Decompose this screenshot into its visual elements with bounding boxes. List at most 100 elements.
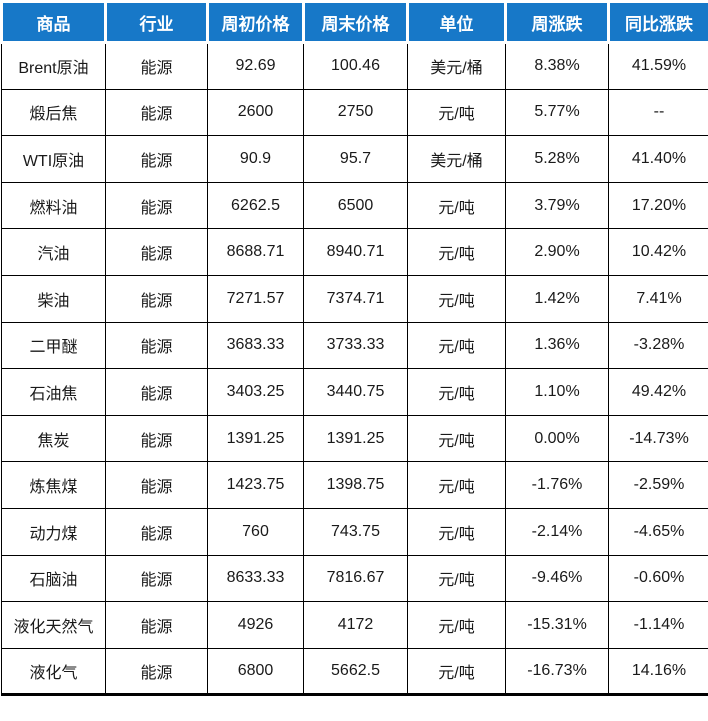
cell-industry: 能源: [105, 368, 208, 416]
cell-week_end_price: 4172: [303, 601, 408, 649]
cell-week_start_price: 92.69: [207, 42, 304, 90]
cell-industry: 能源: [105, 554, 208, 603]
cell-week_start_price: 1423.75: [207, 461, 304, 509]
cell-week_end_price: 7816.67: [303, 554, 408, 603]
cell-commodity: 炼焦煤: [1, 461, 106, 509]
cell-weekly_change: 1.10%: [505, 368, 609, 416]
table-row: WTI原油 能源 90.9 95.7 美元/桶 5.28% 41.40%: [1, 135, 708, 183]
cell-weekly_change: 3.79%: [505, 181, 609, 230]
cell-commodity: 焦炭: [1, 414, 106, 463]
cell-week_end_price: 3733.33: [303, 321, 408, 370]
cell-weekly_change: -16.73%: [505, 647, 609, 697]
column-header-yoy_change: 同比涨跌: [607, 0, 708, 44]
cell-week_end_price: 8940.71: [303, 228, 408, 276]
cell-unit: 元/吨: [407, 228, 506, 276]
cell-weekly_change: 5.28%: [505, 135, 609, 183]
cell-yoy_change: 14.16%: [608, 647, 708, 697]
cell-commodity: WTI原油: [1, 135, 106, 183]
cell-unit: 元/吨: [407, 601, 506, 649]
cell-commodity: 燃料油: [1, 181, 106, 230]
cell-week_end_price: 1398.75: [303, 461, 408, 509]
cell-industry: 能源: [105, 274, 208, 323]
column-header-week_end_price: 周末价格: [302, 0, 409, 44]
cell-yoy_change: 17.20%: [608, 181, 708, 230]
cell-weekly_change: 0.00%: [505, 414, 609, 463]
cell-yoy_change: -3.28%: [608, 321, 708, 370]
header-row: 商品 行业 周初价格 周末价格 单位 周涨跌 同比涨跌: [0, 0, 708, 44]
cell-commodity: 二甲醚: [1, 321, 106, 370]
cell-weekly_change: 1.36%: [505, 321, 609, 370]
table-row: 液化天然气 能源 4926 4172 元/吨 -15.31% -1.14%: [1, 601, 708, 649]
cell-week_end_price: 5662.5: [303, 647, 408, 697]
table-row: 汽油 能源 8688.71 8940.71 元/吨 2.90% 10.42%: [1, 228, 708, 276]
cell-week_end_price: 100.46: [303, 42, 408, 90]
cell-week_end_price: 7374.71: [303, 274, 408, 323]
cell-yoy_change: 10.42%: [608, 228, 708, 276]
cell-commodity: 汽油: [1, 228, 106, 276]
cell-week_start_price: 3403.25: [207, 368, 304, 416]
cell-commodity: 煅后焦: [1, 88, 106, 137]
cell-commodity: 动力煤: [1, 507, 106, 556]
table-row: 液化气 能源 6800 5662.5 元/吨 -16.73% 14.16%: [1, 647, 708, 697]
cell-industry: 能源: [105, 181, 208, 230]
cell-commodity: 液化气: [1, 647, 106, 697]
cell-weekly_change: -15.31%: [505, 601, 609, 649]
cell-unit: 元/吨: [407, 321, 506, 370]
cell-week_end_price: 743.75: [303, 507, 408, 556]
cell-yoy_change: 41.40%: [608, 135, 708, 183]
cell-week_end_price: 6500: [303, 181, 408, 230]
cell-industry: 能源: [105, 601, 208, 649]
cell-weekly_change: -1.76%: [505, 461, 609, 509]
table-row: 动力煤 能源 760 743.75 元/吨 -2.14% -4.65%: [1, 507, 708, 556]
price-table: 商品 行业 周初价格 周末价格 单位 周涨跌 同比涨跌 Brent原油 能源 92.69 100.…: [0, 0, 708, 697]
cell-yoy_change: -14.73%: [608, 414, 708, 463]
cell-weekly_change: 5.77%: [505, 88, 609, 137]
cell-yoy_change: -0.60%: [608, 554, 708, 603]
table-row: Brent原油 能源 92.69 100.46 美元/桶 8.38% 41.59%: [1, 42, 708, 90]
cell-yoy_change: -4.65%: [608, 507, 708, 556]
cell-week_start_price: 6262.5: [207, 181, 304, 230]
table-row: 二甲醚 能源 3683.33 3733.33 元/吨 1.36% -3.28%: [1, 321, 708, 370]
cell-week_start_price: 8688.71: [207, 228, 304, 276]
cell-week_start_price: 3683.33: [207, 321, 304, 370]
cell-industry: 能源: [105, 507, 208, 556]
cell-week_start_price: 760: [207, 507, 304, 556]
cell-weekly_change: 8.38%: [505, 42, 609, 90]
table-row: 石脑油 能源 8633.33 7816.67 元/吨 -9.46% -0.60%: [1, 554, 708, 603]
cell-unit: 元/吨: [407, 507, 506, 556]
table-row: 焦炭 能源 1391.25 1391.25 元/吨 0.00% -14.73%: [1, 414, 708, 463]
cell-week_start_price: 4926: [207, 601, 304, 649]
table-body: Brent原油 能源 92.69 100.46 美元/桶 8.38% 41.59% 煅后焦 能源…: [1, 42, 708, 697]
cell-industry: 能源: [105, 461, 208, 509]
column-header-weekly_change: 周涨跌: [504, 0, 610, 44]
column-header-commodity: 商品: [0, 0, 107, 44]
table-row: 炼焦煤 能源 1423.75 1398.75 元/吨 -1.76% -2.59%: [1, 461, 708, 509]
cell-week_start_price: 1391.25: [207, 414, 304, 463]
cell-week_end_price: 1391.25: [303, 414, 408, 463]
cell-commodity: 石油焦: [1, 368, 106, 416]
table-row: 燃料油 能源 6262.5 6500 元/吨 3.79% 17.20%: [1, 181, 708, 230]
column-header-week_start_price: 周初价格: [206, 0, 305, 44]
cell-unit: 元/吨: [407, 368, 506, 416]
cell-commodity: 液化天然气: [1, 601, 106, 649]
table-row: 煅后焦 能源 2600 2750 元/吨 5.77% --: [1, 88, 708, 137]
cell-unit: 美元/桶: [407, 42, 506, 90]
cell-industry: 能源: [105, 414, 208, 463]
cell-week_end_price: 2750: [303, 88, 408, 137]
cell-week_start_price: 8633.33: [207, 554, 304, 603]
cell-yoy_change: 7.41%: [608, 274, 708, 323]
column-header-unit: 单位: [406, 0, 507, 44]
cell-yoy_change: --: [608, 88, 708, 137]
cell-week_start_price: 2600: [207, 88, 304, 137]
cell-weekly_change: 2.90%: [505, 228, 609, 276]
cell-yoy_change: -2.59%: [608, 461, 708, 509]
cell-unit: 元/吨: [407, 181, 506, 230]
cell-industry: 能源: [105, 42, 208, 90]
cell-industry: 能源: [105, 135, 208, 183]
cell-unit: 元/吨: [407, 554, 506, 603]
cell-unit: 元/吨: [407, 274, 506, 323]
cell-unit: 元/吨: [407, 647, 506, 697]
cell-commodity: 柴油: [1, 274, 106, 323]
cell-week_start_price: 6800: [207, 647, 304, 697]
cell-week_start_price: 90.9: [207, 135, 304, 183]
